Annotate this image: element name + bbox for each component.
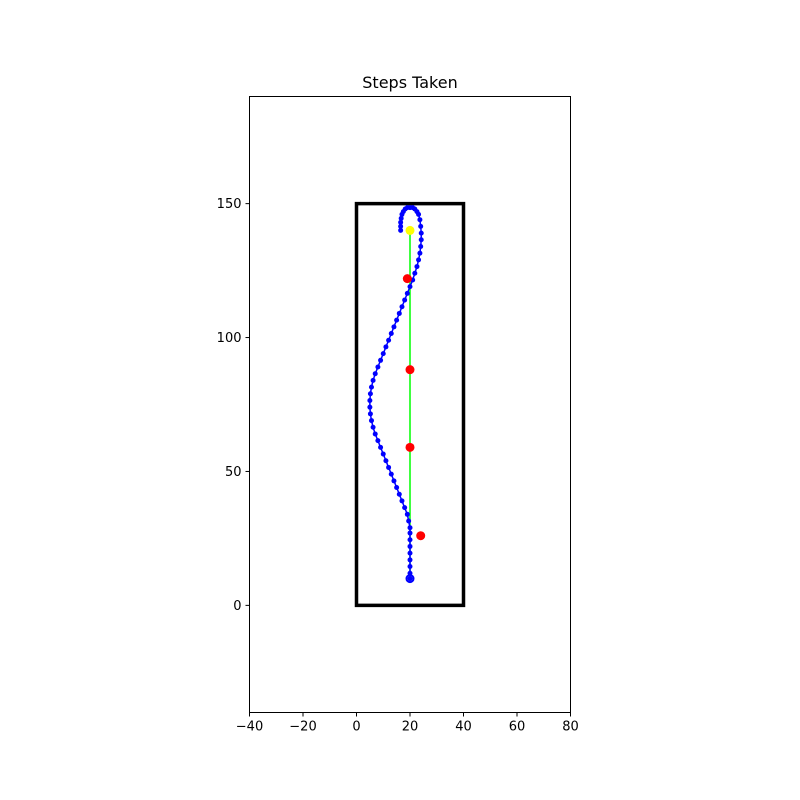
trajectory-point — [383, 458, 389, 464]
trajectory-point — [414, 264, 420, 270]
trajectory-point — [399, 304, 405, 310]
trajectory-point — [388, 471, 394, 477]
trajectory-point — [391, 478, 397, 484]
trajectory-point — [380, 451, 386, 457]
trajectory-point — [370, 424, 376, 430]
trajectory-point — [378, 444, 384, 450]
trajectory-point — [367, 411, 373, 417]
trajectory-point — [386, 337, 392, 343]
trajectory-point — [417, 217, 423, 223]
trajectory-point — [367, 397, 373, 403]
y-axis: 0 50 100 150 — [217, 197, 250, 614]
x-tick-label: 20 — [402, 720, 419, 735]
trajectory-point — [407, 564, 413, 570]
trajectory-point — [375, 364, 381, 370]
x-tick-label: −20 — [289, 720, 316, 735]
trajectory-point — [398, 215, 404, 221]
trajectory-point — [396, 491, 402, 497]
trajectory-point — [407, 550, 413, 556]
trajectory-point — [375, 438, 381, 444]
trajectory-point — [418, 230, 424, 236]
boundary-rectangle — [354, 201, 466, 608]
trajectory-point — [407, 284, 413, 290]
x-tick-label: −40 — [236, 720, 263, 735]
trajectory-point — [367, 391, 373, 397]
trajectory-point — [388, 331, 394, 337]
trajectory-point — [418, 237, 424, 243]
trajectory-point — [394, 317, 400, 323]
trajectory-point — [386, 464, 392, 470]
y-tick-label: 50 — [225, 465, 242, 480]
goal-marker — [405, 225, 415, 235]
trajectory-point — [372, 431, 378, 437]
trajectory-point — [406, 518, 412, 524]
trajectory-point — [394, 485, 400, 491]
trajectory-point — [396, 310, 402, 316]
obstacle-point — [416, 531, 426, 541]
trajectory-point — [407, 557, 413, 563]
trajectory-point — [372, 371, 378, 377]
trajectory-point — [383, 344, 389, 350]
trajectory-point — [407, 537, 413, 543]
obstacle-point — [405, 365, 415, 375]
trajectory-point — [418, 243, 424, 249]
trajectory-point — [367, 404, 373, 410]
trajectory-point — [412, 270, 418, 276]
trajectory-point — [398, 227, 404, 233]
x-tick-label: 60 — [509, 720, 526, 735]
y-tick-label: 0 — [233, 599, 241, 614]
obstacle-point — [405, 442, 415, 452]
x-tick-label: 40 — [455, 720, 472, 735]
trajectory-point — [407, 530, 413, 536]
trajectory-point — [402, 505, 408, 511]
y-tick-label: 100 — [217, 331, 242, 346]
trajectory-point — [368, 418, 374, 424]
start-marker — [405, 574, 415, 584]
trajectory-point — [407, 543, 413, 549]
plot-area — [354, 201, 466, 608]
x-axis: −40 −20 0 20 40 60 80 — [236, 712, 579, 735]
trajectory-point — [417, 250, 423, 256]
trajectory-point — [418, 223, 424, 229]
chart-title: Steps Taken — [362, 73, 457, 92]
trajectory-point — [398, 219, 404, 225]
trajectory-point — [398, 223, 404, 229]
trajectory-point — [380, 351, 386, 357]
obstacle-point — [402, 274, 412, 284]
x-tick-label: 80 — [562, 720, 579, 735]
trajectory-point — [399, 211, 405, 217]
trajectory-point — [370, 377, 376, 383]
trajectory-point — [407, 525, 413, 531]
y-tick-label: 150 — [217, 197, 242, 212]
trajectory-point — [391, 324, 397, 330]
trajectory-point — [378, 357, 384, 363]
trajectory-point — [404, 290, 410, 296]
trajectory-point — [416, 257, 422, 263]
trajectory-point — [407, 576, 413, 582]
x-tick-label: 0 — [352, 720, 360, 735]
trajectory-point — [402, 297, 408, 303]
trajectory-point — [404, 511, 410, 517]
trajectory-point — [368, 384, 374, 390]
trajectory-point — [399, 498, 405, 504]
